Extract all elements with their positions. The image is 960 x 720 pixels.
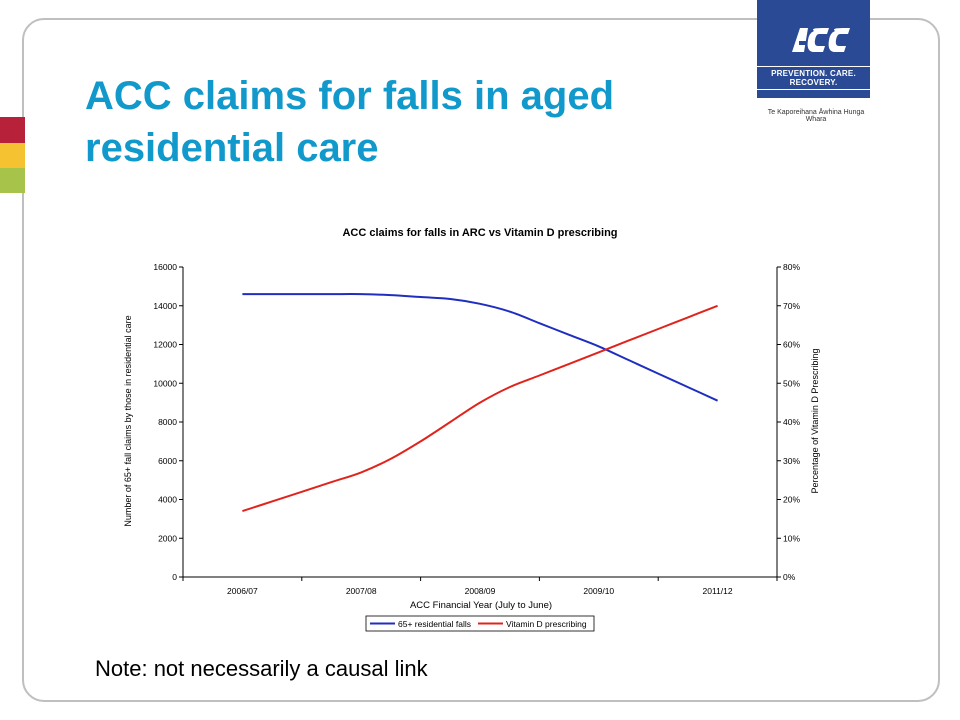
chart-series — [242, 293, 719, 513]
slide-frame — [22, 18, 940, 702]
slide-title: ACC claims for falls in aged residential… — [85, 70, 765, 174]
accent-bar-green — [0, 168, 25, 193]
y-tick-label: 0 — [172, 572, 177, 582]
y2-tick-label: 60% — [783, 340, 800, 350]
y2-tick-label: 10% — [783, 533, 800, 543]
accent-bar-red — [0, 117, 25, 143]
accent-bar-yellow — [0, 143, 25, 168]
y2-tick-label: 30% — [783, 456, 800, 466]
x-tick-label: 2007/08 — [346, 586, 377, 596]
y-tick-label: 14000 — [153, 301, 177, 311]
y-tick-label: 12000 — [153, 340, 177, 350]
y2-tick-label: 50% — [783, 378, 800, 388]
x-tick-label: 2008/09 — [465, 586, 496, 596]
y-axis-title: Number of 65+ fall claims by those in re… — [123, 315, 133, 526]
x-tick-label: 2006/07 — [227, 586, 258, 596]
y-tick-label: 6000 — [158, 456, 177, 466]
y-tick-label: 2000 — [158, 533, 177, 543]
y2-axis-title: Percentage of Vitamin D Prescribing — [810, 349, 820, 494]
series-line-vitd — [242, 304, 718, 513]
x-axis-title: ACC Financial Year (July to June) — [410, 600, 552, 611]
logo-tagline: PREVENTION. CARE. RECOVERY. — [757, 66, 870, 90]
legend-label-falls: 65+ residential falls — [398, 619, 471, 629]
y-tick-label: 10000 — [153, 378, 177, 388]
x-tick-label: 2009/10 — [583, 586, 614, 596]
acc-logo: PREVENTION. CARE. RECOVERY. — [757, 0, 870, 98]
slide-title-line-1: ACC claims for falls in aged — [85, 74, 615, 118]
chart-axes: 0 2000 4000 6000 8000 10000 12000 14000 16000 0% 1… — [153, 262, 800, 596]
y2-tick-label: 80% — [783, 262, 800, 272]
y2-tick-label: 0% — [783, 572, 796, 582]
y2-tick-label: 20% — [783, 495, 800, 505]
logo-maori-text: Te Kaporeihana Āwhina Hunga Whara — [767, 109, 865, 123]
note-text: Note: not necessarily a causal link — [95, 656, 428, 681]
chart-legend: 65+ residential falls Vitamin D prescrib… — [365, 615, 595, 632]
x-tick-label: 2011/12 — [703, 586, 733, 596]
series-line-falls — [242, 293, 719, 402]
acc-logo-mark — [792, 28, 850, 52]
y-tick-label: 8000 — [158, 417, 177, 427]
y2-tick-label: 40% — [783, 417, 800, 427]
legend-label-vitd: Vitamin D prescribing — [506, 619, 587, 629]
slide-title-line-2: residential care — [85, 126, 379, 170]
y-tick-label: 4000 — [158, 495, 177, 505]
chart-title: ACC claims for falls in ARC vs Vitamin D… — [342, 227, 617, 239]
y-tick-label: 16000 — [153, 262, 177, 272]
y2-tick-label: 70% — [783, 301, 800, 311]
